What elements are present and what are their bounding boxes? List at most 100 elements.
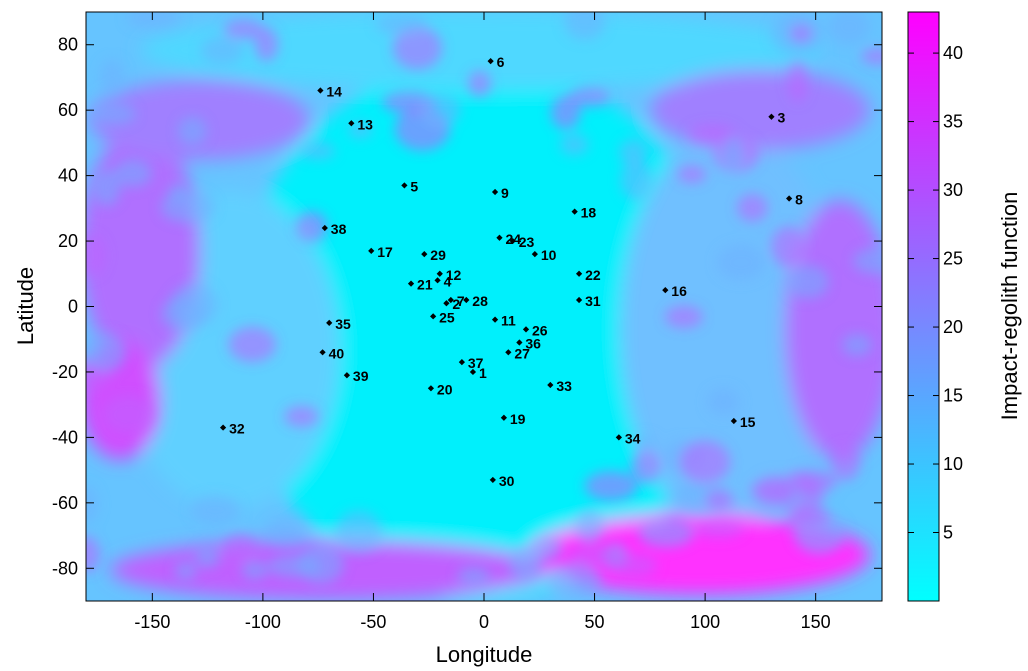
point-label: 31 [585, 293, 601, 309]
heatmap-field [86, 12, 882, 601]
point-label: 39 [353, 368, 369, 384]
y-axis-ticks: 80 60 40 20 0 -20 -40 -60 -80 [52, 35, 882, 578]
point-label: 23 [519, 234, 535, 250]
colorbar-label: Impact-regolith function [997, 192, 1022, 421]
point-label: 26 [532, 322, 548, 338]
point-label: 20 [437, 381, 453, 397]
point-label: 14 [326, 84, 342, 100]
point-label: 33 [556, 378, 572, 394]
point-label: 17 [377, 244, 393, 260]
y-tick-label: -60 [52, 493, 78, 513]
x-axis-ticks: -150 -100 -50 0 50 100 150 [134, 12, 831, 632]
data-point [491, 316, 499, 323]
colorbar-tick-label: 35 [943, 112, 963, 132]
y-tick-label: -40 [52, 427, 78, 447]
data-point [326, 319, 333, 326]
data-point [463, 296, 470, 304]
point-label: 29 [430, 247, 446, 263]
point-label: 32 [229, 421, 245, 437]
x-tick-label: 150 [801, 612, 831, 632]
data-point [343, 372, 351, 379]
y-tick-label: -80 [52, 558, 78, 578]
point-label: 4 [444, 273, 452, 289]
data-point [509, 237, 516, 245]
data-point [730, 417, 737, 425]
point-label: 2 [452, 296, 460, 312]
point-label: 36 [525, 335, 541, 351]
point-label: 19 [510, 411, 526, 427]
y-axis-label: Latitude [13, 267, 38, 345]
point-label: 18 [581, 205, 597, 221]
point-label: 11 [501, 313, 516, 329]
y-tick-label: -20 [52, 362, 78, 382]
data-point [436, 270, 443, 277]
point-label: 22 [585, 267, 601, 283]
x-tick-label: -100 [245, 612, 281, 632]
x-tick-label: 100 [690, 612, 720, 632]
data-point [496, 234, 503, 241]
point-label: 9 [501, 185, 509, 201]
data-point [458, 359, 466, 366]
x-tick-label: 50 [585, 612, 605, 632]
data-point [319, 349, 326, 356]
y-tick-label: 0 [68, 297, 78, 317]
point-label: 38 [331, 221, 347, 237]
point-label: 1 [479, 365, 487, 381]
data-point [547, 381, 554, 389]
data-point [443, 300, 450, 307]
x-axis-label: Longitude [436, 642, 533, 667]
x-tick-label: -50 [360, 612, 386, 632]
data-point [469, 368, 477, 376]
point-label: 24 [505, 231, 521, 247]
point-label: 34 [625, 430, 641, 446]
point-label: 3 [777, 110, 785, 126]
data-point [662, 287, 669, 294]
point-label: 13 [357, 116, 373, 132]
colorbar [907, 11, 940, 602]
data-point [491, 188, 499, 196]
x-tick-label: 0 [479, 612, 489, 632]
point-label: 5 [410, 178, 418, 194]
point-label: 21 [417, 277, 433, 293]
data-point [447, 296, 454, 304]
point-label: 16 [671, 283, 687, 299]
data-point [430, 313, 437, 320]
data-point [434, 277, 441, 284]
colorbar-ticks: 40 35 30 25 20 15 10 5 [908, 43, 963, 543]
y-tick-label: 40 [58, 166, 78, 186]
point-label: 6 [497, 54, 505, 70]
point-label: 25 [439, 309, 455, 325]
data-point [575, 270, 583, 277]
data-point [421, 251, 428, 258]
data-point [489, 476, 496, 484]
colorbar-tick-label: 10 [943, 454, 963, 474]
colorbar-tick-label: 20 [943, 317, 963, 337]
data-point [615, 434, 622, 441]
colorbar-tick-label: 5 [943, 523, 953, 543]
data-point [407, 280, 415, 287]
point-label: 37 [468, 355, 484, 371]
point-label: 30 [499, 473, 515, 489]
point-label: 40 [329, 345, 345, 361]
y-tick-label: 20 [58, 231, 78, 251]
point-label: 15 [740, 414, 756, 430]
point-label: 7 [457, 293, 465, 309]
data-point [427, 385, 435, 392]
colorbar-tick-label: 25 [943, 249, 963, 269]
point-label: 10 [541, 247, 557, 263]
colorbar-tick-label: 15 [943, 386, 963, 406]
point-label: 8 [795, 192, 803, 208]
data-point [505, 349, 512, 356]
y-tick-label: 60 [58, 100, 78, 120]
colorbar-tick-label: 30 [943, 180, 963, 200]
point-label: 28 [472, 293, 488, 309]
data-points: 1234567891011121314151617181920212223242… [219, 54, 803, 489]
point-label: 35 [335, 316, 351, 332]
point-label: 27 [514, 345, 530, 361]
data-point [531, 251, 538, 258]
y-tick-label: 80 [58, 35, 78, 55]
point-label: 12 [446, 267, 462, 283]
data-point [522, 326, 530, 333]
x-tick-label: -150 [134, 612, 170, 632]
